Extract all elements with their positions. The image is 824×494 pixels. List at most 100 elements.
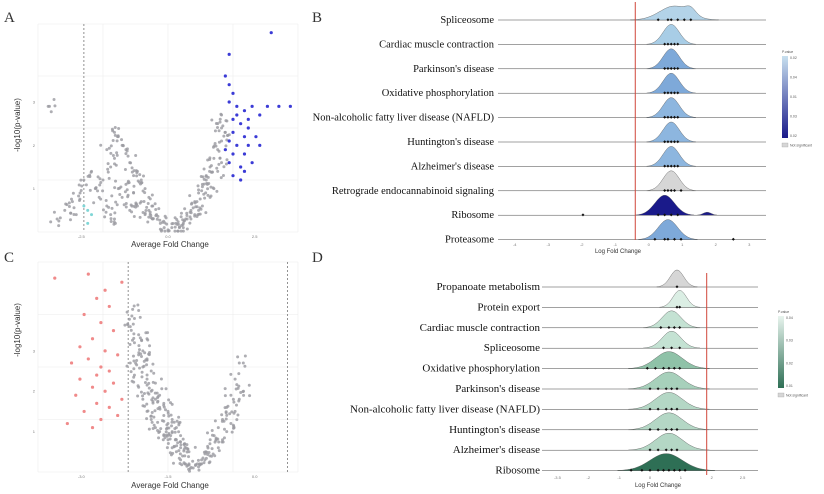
panel-a-point [170,226,174,230]
panel-a-point [179,229,183,233]
panel-a-point [183,207,187,211]
panel-d-ridge-point [653,366,657,370]
panel-b-ridge [646,48,696,69]
panel-c-point [230,430,234,434]
panel-a-highlight-point [235,113,239,117]
panel-c-point [132,341,136,345]
panel-b-ridge-point [669,164,673,168]
panel-a-cyan-point [90,213,94,217]
panel-c-point [205,450,209,454]
panel-a-point [191,206,195,210]
panel-a-point [185,211,189,215]
panel-d-ridge-point [675,448,679,452]
panel-d-ridge-point [675,285,679,289]
panel-a-point [199,175,203,179]
panel-d-ridge [643,330,701,349]
panel-d-pathway-label: Spliceosome [484,342,540,354]
panel-a-point [109,217,113,221]
panel-b-ridge-point [663,42,667,46]
panel-a-point [52,210,56,214]
panel-b-ridge-point [663,115,667,119]
panel-c-point [153,397,157,401]
panel-a-point [116,135,120,139]
panel-a-point [175,222,179,226]
panel-c-point [150,388,154,392]
panel-c-highlight-point [103,288,107,292]
panel-c-point [162,401,166,405]
panel-a-point [216,169,220,173]
panel-c-point [146,331,150,335]
panel-c-point [231,423,235,427]
panel-b-legend-tick: 0.01 [790,95,797,99]
panel-a-point [46,104,50,108]
panel-a-point [219,176,223,180]
panel-b-ridge [646,24,696,45]
panel-c-point [221,438,225,442]
panel-a-point [206,158,210,162]
panel-a-highlight-point [223,148,227,152]
panel-a-point [132,184,136,188]
panel-c-point [156,420,160,424]
panel-a-point [173,229,177,233]
panel-a-highlight-point [227,161,231,165]
panel-d-ridge-point [678,326,682,329]
panel-c-point [169,413,173,417]
panel-c-point [239,391,243,395]
panel-a-point [179,215,183,219]
panel-d-ridge-point [656,428,660,431]
panel-c-point [130,338,134,342]
panel-a-point [205,182,209,186]
panel-d-pathway-label: Cardiac muscle contraction [420,322,541,334]
panel-a-highlight-point [231,117,235,121]
panel-c-point [143,351,147,355]
panel-a-point [112,156,116,160]
panel-a-point [190,201,194,205]
panel-a-point [101,189,105,193]
panel-c-point [229,372,233,376]
panel-c-point [181,454,185,458]
panel-c-point [137,333,141,337]
panel-c-point [138,366,142,370]
panel-c-point [237,372,241,376]
panel-c-highlight-point [107,369,111,373]
panel-a-point [72,213,76,217]
panel-c-point [222,419,226,423]
panel-c-point [145,363,149,367]
panel-a-highlight-point [242,135,247,139]
panel-a-point [126,154,130,158]
panel-a-point [86,174,90,178]
panel-b-ridge-point [672,115,676,119]
panel-b-ridge-point [672,42,676,46]
panel-c-point [193,445,197,449]
panel-a-point [189,217,193,221]
panel-a-point [155,217,159,221]
panel-c-point [140,338,144,342]
panel-b-ridge-point [672,237,676,241]
panel-d-ridge [628,432,710,451]
panel-a-point [197,191,201,195]
panel-a-point [49,110,53,114]
panel-c-point [132,359,136,363]
panel-a-point [214,122,218,126]
panel-a-point [107,146,111,150]
panel-c-point [147,386,151,390]
panel-c-highlight-point [90,385,95,389]
panel-c-point [173,430,177,434]
panel-a-x-tick: -2.5 [78,234,86,239]
panel-d-x-tick: 2 [711,475,714,480]
panel-c-point [140,370,144,374]
panel-a-point [149,213,153,217]
panel-c-grid [37,261,299,473]
panel-a-point [157,207,161,211]
panel-d-ridge-point [670,387,674,391]
panel-a-grid [37,23,299,233]
panel-b-ridge-point [669,115,673,119]
panel-c-point [156,400,160,404]
panel-c-point [172,444,176,448]
panel-a-point [101,178,105,182]
panel-a-point [213,129,217,133]
panel-c-point [162,405,166,409]
panel-a-point [208,156,212,160]
panel-a-highlight-point [231,174,235,178]
panel-c-point [241,361,245,365]
